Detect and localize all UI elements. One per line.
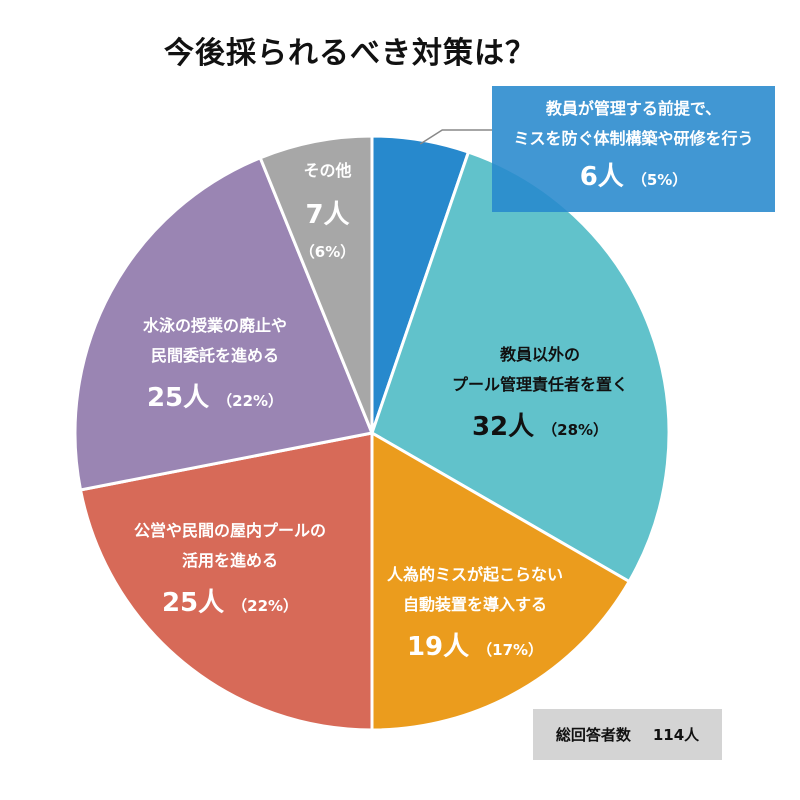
slice-percent-2: （17%） (477, 641, 544, 659)
slice-label-3: 公営や民間の屋内プールの 活用を進める 25人 （22%） (100, 516, 360, 619)
slice-percent-5: （6%） (299, 243, 356, 261)
total-respondents-value: 114人 (652, 726, 700, 744)
slice-label-2-line-1: 人為的ミスが起こらない (386, 565, 563, 584)
slice-label-2: 人為的ミスが起こらない 自動装置を導入する 19人 （17%） (370, 560, 580, 663)
slice-count-5: 7人 (305, 200, 350, 230)
pie-slice-5 (258, 134, 374, 434)
slice-label-3-line-1: 公営や民間の屋内プールの (133, 521, 326, 540)
slice-count-4: 25人 (146, 383, 210, 413)
slice-label-0-line-2: ミスを防ぐ体制構築や研修を行う (513, 129, 754, 148)
slice-label-0: 教員が管理する前提で、 ミスを防ぐ体制構築や研修を行う 6人 （5%） (492, 94, 775, 193)
slice-label-4-line-1: 水泳の授業の廃止や (142, 316, 287, 335)
slice-count-0: 6人 (579, 162, 624, 192)
slice-label-2-line-2: 自動装置を導入する (402, 595, 547, 614)
chart-title: 今後採られるべき対策は？ (164, 36, 536, 71)
callout-leader-line (419, 129, 492, 145)
slice-count-3: 25人 (161, 588, 225, 618)
slice-label-5: その他 7人 （6%） (280, 156, 375, 262)
callout-box: 教員が管理する前提で、 ミスを防ぐ体制構築や研修を行う 6人 （5%） (492, 86, 775, 212)
slice-label-1-line-2: プール管理責任者を置く (451, 375, 628, 394)
slice-percent-0: （5%） (631, 171, 688, 189)
slice-label-1-line-1: 教員以外の (499, 345, 580, 364)
slice-label-5-line-1: その他 (303, 161, 352, 180)
slice-label-0-line-1: 教員が管理する前提で、 (545, 99, 722, 118)
pie-slice-3 (78, 431, 374, 732)
slice-count-2: 19人 (406, 632, 470, 662)
slice-label-4-line-2: 民間委託を進める (150, 346, 279, 365)
slice-percent-1: （28%） (542, 421, 609, 439)
slice-count-1: 32人 (471, 412, 535, 442)
slice-label-3-line-2: 活用を進める (181, 551, 278, 570)
pie-slice-4 (73, 155, 375, 492)
slice-label-4: 水泳の授業の廃止や 民間委託を進める 25人 （22%） (90, 311, 340, 414)
slice-percent-3: （22%） (232, 597, 299, 615)
total-respondents-label: 総回答者数 (555, 726, 631, 744)
slice-percent-4: （22%） (217, 392, 284, 410)
slice-label-1: 教員以外の プール管理責任者を置く 32人 （28%） (410, 340, 670, 443)
total-respondents-box: 総回答者数 114人 (533, 709, 722, 760)
pie-slice-2 (370, 430, 632, 732)
